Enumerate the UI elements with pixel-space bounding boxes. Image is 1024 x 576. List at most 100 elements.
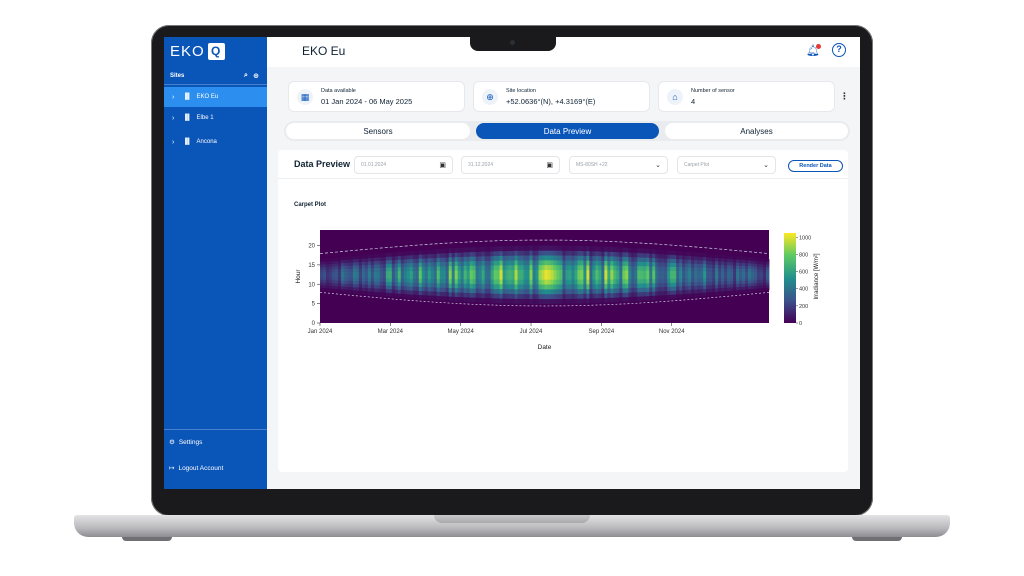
chevron-right-icon[interactable]: › [172,114,175,122]
heatmap-cell [463,297,468,302]
tab-sensors[interactable]: Sensors [286,123,470,139]
heatmap-cell [409,258,414,264]
heatmap-cell [634,283,638,289]
more-options-icon[interactable]: ⋮ [840,91,849,101]
heatmap-cell [586,274,590,280]
start-date-field[interactable]: 01.01.2024 ▣ [354,156,453,174]
heatmap-cell [412,270,417,275]
heatmap-cell [526,260,530,266]
render-data-button[interactable]: Render Data [788,160,843,172]
heatmap-cell [529,255,533,261]
heatmap-cell [673,282,677,287]
heatmap-cell [538,269,542,275]
heatmap-cell [469,279,474,284]
search-icon[interactable]: ⌕ [244,71,248,79]
heatmap-cell [730,287,734,291]
heatmap-cell [538,245,542,251]
heatmap-cell [730,255,734,260]
calendar-icon[interactable]: ▣ [546,162,553,169]
heatmap-cell [709,284,713,289]
plot-type-select[interactable]: Carpet Plot ⌄ [677,156,776,174]
heatmap-cell [337,263,342,267]
heatmap-cell [661,295,665,300]
heatmap-cell [508,284,512,290]
sensor-select[interactable]: MS-80SH +22 ⌄ [569,156,668,174]
heatmap-cell [337,268,342,272]
heatmap-cell [601,274,605,280]
sidebar-item-eko-eu[interactable]: › ▐▌ EKO Eu [164,87,267,107]
y-tick-label: 15 [308,263,315,269]
heatmap-cell [736,262,740,266]
heatmap-cell [367,287,372,292]
notification-badge [816,44,821,49]
heatmap-cell [688,259,692,264]
heatmap-cell [547,264,551,271]
heatmap-cell [664,266,668,271]
heatmap-cell [397,289,402,294]
chevron-right-icon[interactable]: › [172,93,175,101]
app-logo[interactable]: EKO Q [170,42,225,60]
heatmap-cell [406,266,411,271]
heatmap-cell [499,265,503,271]
heatmap-cell [355,265,360,269]
sidebar-item-ancona[interactable]: › ▐▌ Ancona [164,132,267,152]
heatmap-cell [541,284,545,290]
heatmap-cell [736,289,740,294]
logout-link[interactable]: ↦ Logout Account [169,464,223,473]
heatmap-cell [433,291,438,296]
heatmap-cell [748,274,752,278]
heatmap-cell [490,293,495,299]
chevron-right-icon[interactable]: › [172,138,175,146]
heatmap-cell [568,274,572,280]
heatmap-cell [544,250,548,256]
heatmap-cell [406,278,411,283]
heatmap-cell [700,278,704,283]
help-icon[interactable]: ? [832,43,846,57]
heatmap-cell [658,270,662,275]
heatmap-cell [748,283,752,287]
heatmap-cell [334,271,339,275]
heatmap-cell [358,271,363,275]
heatmap-cell [589,288,593,294]
heatmap-cell [550,269,554,275]
calendar-icon[interactable]: ▣ [439,162,446,169]
end-date-field[interactable]: 31.12.2024 ▣ [461,156,560,174]
heatmap-cell [523,260,527,266]
heatmap-cell [436,274,441,280]
heatmap-cell [640,252,644,258]
heatmap-cell [655,257,659,263]
heatmap-cell [430,270,435,275]
heatmap-cell [448,265,453,271]
heatmap-cell [508,269,512,275]
heatmap-cell [763,277,767,281]
heatmap-cell [553,293,557,300]
heatmap-cell [625,247,629,253]
heatmap-cell [664,294,668,300]
heatmap-cell [433,295,438,301]
heatmap-cell [358,258,363,263]
heatmap-cell [457,279,462,284]
settings-link[interactable]: ⚙ Settings [169,438,202,447]
tab-data-preview[interactable]: Data Preview [476,123,659,139]
heatmap-cell [454,261,459,267]
heatmap-cell [460,283,465,289]
heatmap-cell [640,274,644,280]
heatmap-cell [679,255,683,260]
heatmap-cell [703,253,707,258]
heatmap-cell [403,263,408,268]
chevron-down-icon[interactable]: ⌄ [655,162,661,169]
heatmap-cell [742,265,746,269]
sidebar-item-elbe-1[interactable]: › ▐▌ Elbe 1 [164,108,267,128]
heatmap-cell [427,266,432,271]
heatmap-cell [340,259,345,264]
add-site-icon[interactable]: ⊕ [253,72,259,80]
heatmap-cell [559,279,563,285]
chevron-down-icon[interactable]: ⌄ [763,162,769,169]
heatmap-cell [487,283,492,289]
heatmap-cell [736,286,740,291]
heatmap-cell [523,284,527,290]
heatmap-cell [469,260,474,266]
heatmap-cell [688,255,692,260]
tab-analyses[interactable]: Analyses [665,123,848,139]
heatmap-cell [481,279,486,285]
